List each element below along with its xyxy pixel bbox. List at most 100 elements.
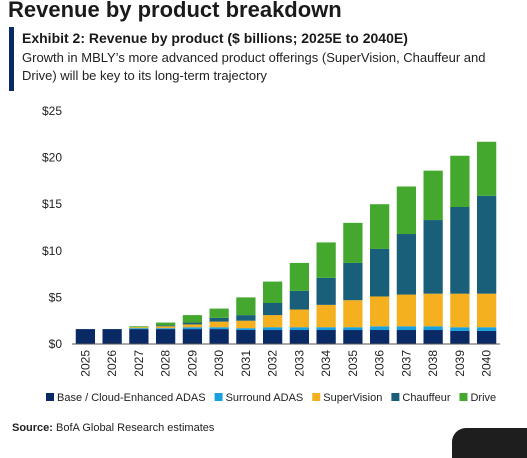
bar-segment (75, 329, 96, 344)
x-tick-label: 2029 (185, 350, 199, 377)
y-tick-label: $10 (42, 244, 62, 258)
bar-stack-2025 (75, 329, 96, 344)
bar-segment (236, 330, 256, 344)
bar-segment (423, 330, 443, 344)
bar-segment (316, 327, 336, 331)
bar-segment (396, 234, 417, 295)
bar-segment (182, 324, 203, 328)
bar-segment (343, 300, 363, 328)
x-tick-label: 2030 (212, 350, 226, 377)
bar-segment (316, 242, 336, 278)
legend: Base / Cloud-Enhanced ADAS Surround ADAS S… (46, 392, 496, 404)
page-headline: Revenue by product breakdown (8, 0, 342, 22)
bar-segment (236, 320, 256, 329)
bar-segment (156, 326, 176, 329)
bar-segment (477, 330, 497, 344)
bar-segment (343, 327, 363, 331)
bar-segment (129, 328, 149, 330)
source-label: Source: (12, 422, 53, 434)
bar-stack-2029 (182, 315, 203, 344)
y-axis: $0 $5 $10 $15 $20 $25 (42, 104, 62, 351)
x-axis: 2025 2026 2027 2028 2029 2030 2031 2032 2033 2034… (72, 343, 500, 377)
legend-label: Chauffeur (402, 392, 450, 404)
x-tick-label: 2031 (239, 350, 253, 377)
source-note: Source: BofA Global Research estimates (12, 422, 214, 434)
bar-segment (477, 141, 497, 196)
x-tick-label: 2034 (319, 350, 333, 377)
legend-item: Drive (459, 392, 496, 404)
bar-segment (450, 155, 470, 207)
legend-swatch (46, 393, 54, 401)
legend-label: Surround ADAS (226, 392, 304, 404)
legend-item: Base / Cloud-Enhanced ADAS (46, 392, 206, 404)
bar-segment (343, 330, 363, 344)
bar-segment (370, 326, 390, 331)
bar-segment (423, 170, 443, 221)
bar-segment (450, 330, 470, 344)
bar-segment (450, 207, 470, 294)
x-tick-label: 2035 (346, 350, 360, 377)
bar-segment (396, 330, 417, 344)
bar-segment (209, 317, 229, 322)
bar-segment (316, 304, 336, 328)
bar-segment (182, 315, 203, 323)
bar-stack-2028 (156, 322, 176, 344)
bar-segment (477, 195, 497, 294)
bar-segment (209, 327, 229, 330)
bar-segment (289, 330, 310, 344)
bar-segment (156, 328, 176, 330)
bar-segment (263, 302, 283, 316)
bar-segment (450, 293, 470, 328)
bar-stack-2035 (343, 222, 363, 344)
legend-label: SuperVision (323, 392, 382, 404)
bar-segment (182, 327, 203, 330)
legend-swatch (459, 393, 468, 401)
y-tick-label: $15 (42, 197, 62, 211)
bar-segment (129, 329, 149, 344)
legend-item: Surround ADAS (214, 392, 304, 404)
bar-segment (477, 327, 497, 331)
bar-stacks (75, 141, 497, 344)
bar-segment (102, 329, 122, 344)
bar-segment (423, 293, 443, 327)
bar-segment (370, 296, 390, 327)
y-tick-label: $5 (49, 290, 63, 304)
bar-segment (316, 330, 336, 344)
chart-description: Growth in MBLY’s more advanced product o… (22, 50, 486, 83)
legend-item: SuperVision (312, 392, 382, 404)
bar-stack-2034 (316, 242, 336, 344)
stacked-bar-chart: $0 $5 $10 $15 $20 $25 2025 2026 2027 2028 2029 203… (42, 104, 500, 404)
bar-stack-2030 (209, 308, 229, 344)
bar-segment (316, 277, 336, 305)
bar-stack-2036 (370, 204, 390, 344)
bar-segment (423, 220, 443, 294)
bar-segment (209, 329, 229, 344)
legend-item: Chauffeur (391, 392, 451, 404)
bar-stack-2027 (129, 326, 149, 344)
legend-swatch (214, 393, 223, 401)
chart-title: Exhibit 2: Revenue by product ($ billion… (22, 30, 408, 46)
exhibit-accent-bar (9, 27, 14, 91)
x-tick-label: 2026 (105, 350, 119, 377)
x-tick-label: 2025 (78, 350, 92, 377)
bar-segment (236, 297, 256, 316)
bar-segment (263, 327, 283, 331)
bar-segment (129, 327, 149, 329)
x-tick-label: 2028 (159, 350, 173, 377)
bar-segment (289, 327, 310, 331)
legend-swatch (391, 393, 400, 401)
bar-segment (182, 329, 203, 344)
bar-segment (423, 326, 443, 331)
bar-stack-2039 (450, 155, 470, 344)
bar-stack-2038 (423, 170, 443, 344)
x-tick-label: 2036 (373, 350, 387, 377)
x-tick-label: 2039 (453, 350, 467, 377)
bar-stack-2031 (236, 297, 256, 344)
bar-segment (263, 330, 283, 344)
bar-stack-2040 (477, 141, 497, 344)
bar-segment (396, 294, 417, 327)
bar-stack-2033 (289, 262, 310, 344)
bar-segment (396, 186, 417, 235)
source-text: BofA Global Research estimates (52, 422, 215, 434)
bar-segment (343, 262, 363, 301)
